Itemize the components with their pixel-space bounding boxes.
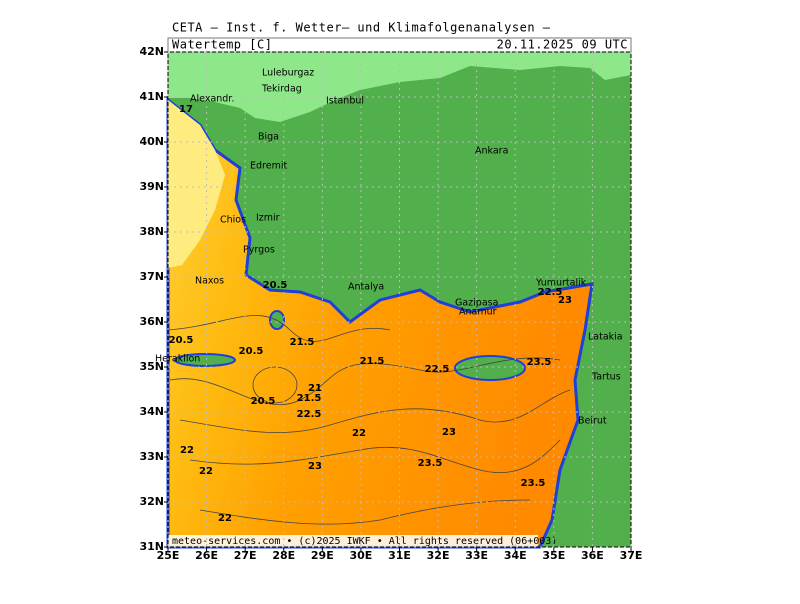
- city-label: Istanbul: [326, 96, 364, 107]
- y-tick-label: 34N: [139, 405, 164, 418]
- city-label: Latakia: [588, 332, 623, 343]
- x-tick-label: 31E: [388, 549, 411, 562]
- aegean-shelf: [168, 100, 225, 268]
- contour-label: 22: [199, 466, 213, 477]
- x-tick-label: 36E: [581, 549, 604, 562]
- city-label: Alexandr.: [190, 94, 234, 105]
- city-label: Izmir: [256, 213, 280, 224]
- variable-label: Watertemp [C]: [172, 38, 272, 52]
- y-tick-label: 32N: [139, 495, 164, 508]
- contour-label: 20.5: [251, 396, 276, 407]
- contour-label: 20.5: [169, 335, 194, 346]
- footer: meteo-services.com • (c)2025 IWKF • All …: [172, 536, 557, 547]
- contour-label: 21.5: [360, 356, 385, 367]
- city-label: Beirut: [578, 416, 607, 427]
- contour-label: 20.5: [263, 280, 288, 291]
- x-tick-label: 32E: [427, 549, 450, 562]
- city-label: Antalya: [348, 282, 384, 293]
- contour-label: 20.5: [239, 346, 264, 357]
- y-tick-label: 39N: [139, 180, 164, 193]
- y-tick-label: 40N: [139, 135, 164, 148]
- city-label: Chios: [220, 215, 246, 226]
- city-label: Edremit: [250, 161, 287, 172]
- contour-label: 23: [308, 461, 322, 472]
- x-tick-label: 35E: [542, 549, 565, 562]
- contour-label: 23: [558, 295, 572, 306]
- cyprus: [454, 355, 526, 381]
- contours: [167, 315, 571, 525]
- x-tick-label: 37E: [620, 549, 643, 562]
- x-tick-label: 26E: [195, 549, 218, 562]
- city-label: Heraklion: [155, 354, 200, 365]
- city-label: Gazipasa: [455, 298, 498, 309]
- x-tick-label: 27E: [234, 549, 257, 562]
- y-tick-label: 31N: [139, 540, 164, 553]
- x-tick-label: 30E: [350, 549, 373, 562]
- contour-label: 17: [179, 104, 193, 115]
- y-tick-label: 35N: [139, 360, 164, 373]
- header-title: CETA – Inst. f. Wetter– und Klimafolgena…: [172, 21, 551, 35]
- contour-label: 21.5: [290, 337, 315, 348]
- city-label: Pyrgos: [243, 245, 275, 256]
- footer-box: [168, 535, 538, 547]
- contour-label: 22: [218, 513, 232, 524]
- y-tick-label: 38N: [139, 225, 164, 238]
- valid-time: 20.11.2025 09 UTC: [497, 38, 628, 52]
- contour-label: 21.5: [297, 393, 322, 404]
- contour-label: 22: [180, 445, 194, 456]
- x-tick-label: 33E: [465, 549, 488, 562]
- city-label: Anamur: [459, 307, 497, 318]
- city-label: Biga: [258, 132, 279, 143]
- city-label: Tekirdag: [261, 84, 302, 95]
- contour-label: 22: [352, 428, 366, 439]
- city-label: Yumurtalik: [535, 278, 587, 289]
- x-tick-label: 29E: [311, 549, 334, 562]
- sea: [166, 96, 594, 549]
- city-label: Luleburgaz: [262, 68, 314, 79]
- x-tick-label: 34E: [504, 549, 527, 562]
- y-tick-label: 36N: [139, 315, 164, 328]
- contour-label: 22.5: [297, 409, 322, 420]
- y-tick-label: 42N: [139, 45, 164, 58]
- contour-label: 22.5: [538, 287, 563, 298]
- x-tick-label: 28E: [272, 549, 295, 562]
- y-tick-label: 41N: [139, 90, 164, 103]
- contour-label: 21: [308, 383, 322, 394]
- city-label: Ankara: [475, 146, 508, 157]
- contour-label: 23.5: [521, 478, 546, 489]
- contour-label: 23.5: [527, 357, 552, 368]
- city-label: Tartus: [591, 372, 621, 383]
- city-label: Naxos: [195, 276, 224, 287]
- x-tick-label: 25E: [157, 549, 180, 562]
- contour-label: 22.5: [425, 364, 450, 375]
- y-tick-label: 37N: [139, 270, 164, 283]
- crete: [174, 353, 236, 367]
- contour-label: 23.5: [418, 458, 443, 469]
- y-tick-label: 33N: [139, 450, 164, 463]
- black-sea-region: [168, 52, 631, 122]
- contour-label: 23: [442, 427, 456, 438]
